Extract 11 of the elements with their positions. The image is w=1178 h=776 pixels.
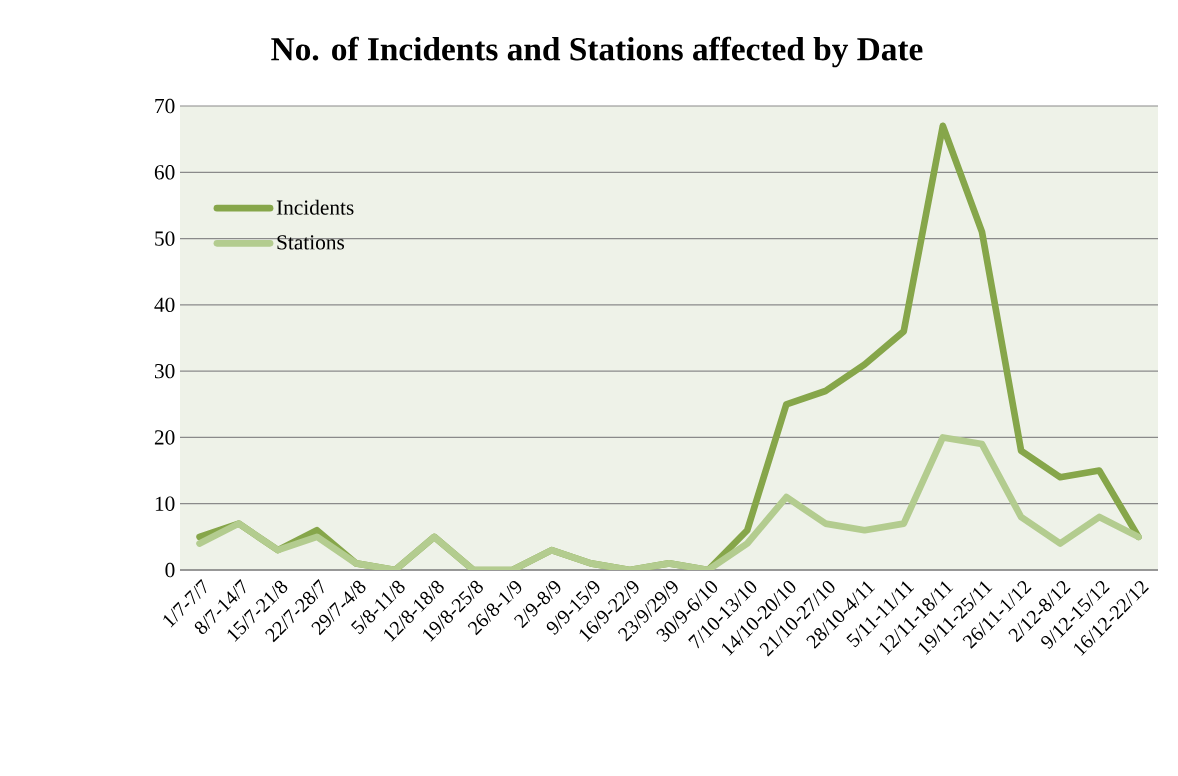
y-tick-label: 40 [154,297,175,313]
y-tick-label: 60 [154,165,175,180]
y-tick-label: 70 [155,98,175,114]
y-tick-label: 50 [155,231,175,246]
y-tick-label: 10 [155,496,175,511]
legend-label: Incidents [276,199,354,215]
y-tick-label: 0 [165,562,175,578]
y-tick-label: 30 [154,363,175,379]
y-tick-label: 20 [154,430,175,445]
legend-label: Stations [277,235,345,250]
chart-title: No. of Incidents and Stations affected by Date [271,36,923,68]
